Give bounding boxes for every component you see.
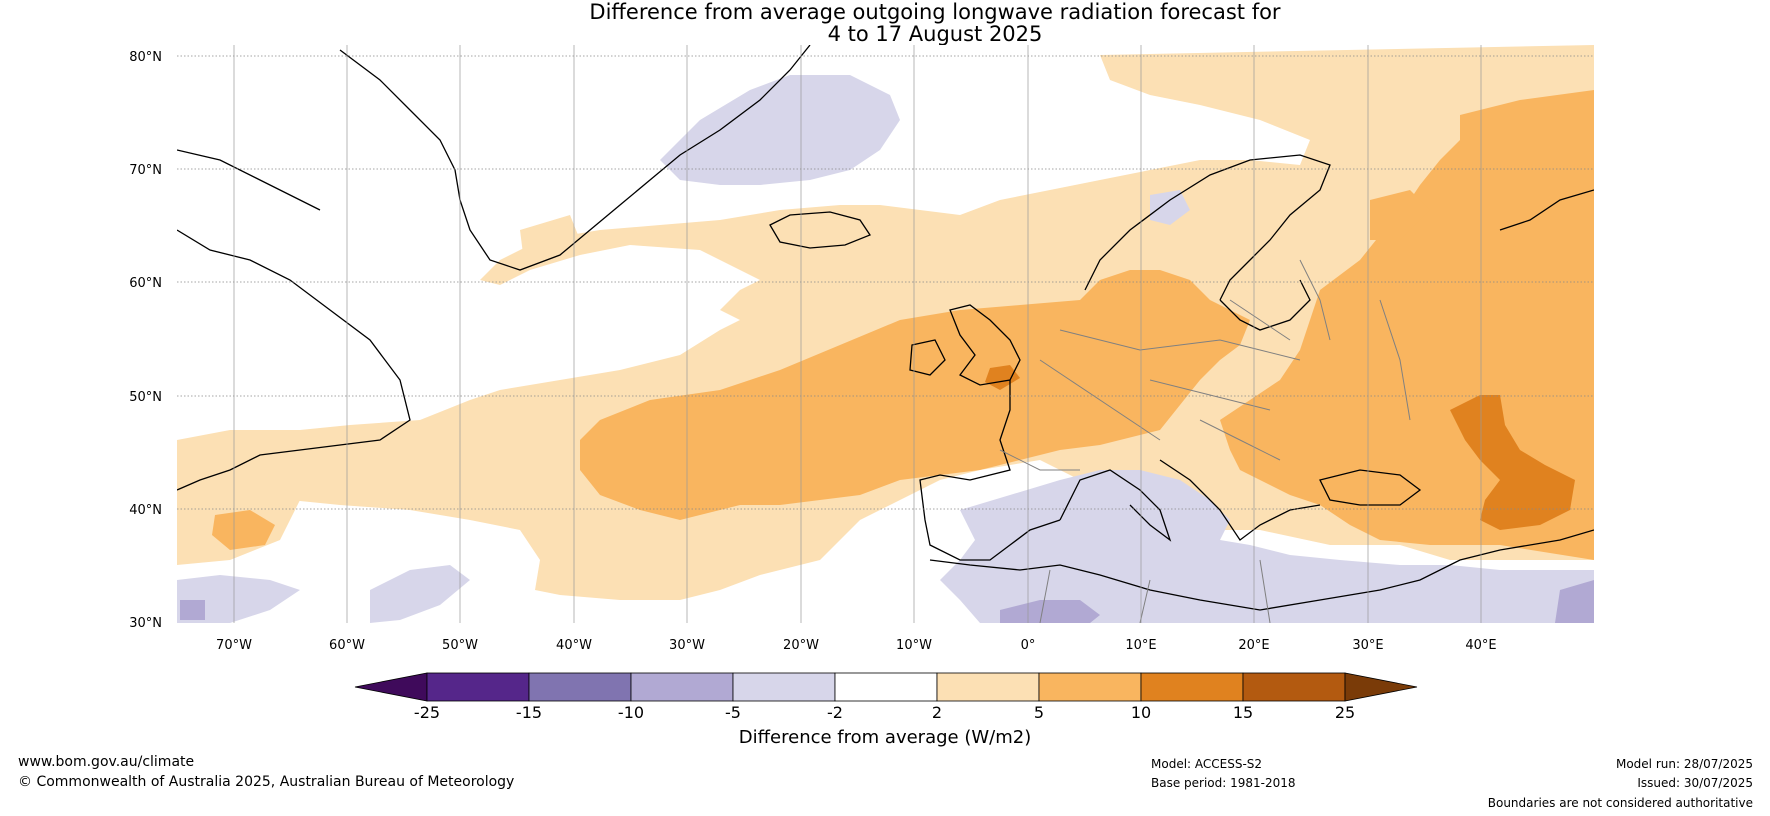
colorbar-tick: 5 (1034, 703, 1044, 722)
model-name: Model: ACCESS-S2 (1151, 757, 1263, 771)
colorbar-box (1242, 672, 1346, 702)
colorbar-box (528, 672, 632, 702)
anomaly-region-neg-5-10-med (1000, 600, 1100, 623)
model-run-date: Model run: 28/07/2025 (1615, 757, 1753, 771)
colorbar-box (426, 672, 530, 702)
colorbar-tick: -2 (827, 703, 843, 722)
colorbar-box (1140, 672, 1244, 702)
colorbar-tick: -15 (516, 703, 542, 722)
anomaly-region-2-5-greenland (520, 215, 580, 270)
lat-label: 30°N (129, 616, 162, 631)
graticule (177, 55, 1594, 510)
issued-date: Issued: 30/07/2025 (1637, 776, 1753, 790)
title-line-2: 4 to 17 August 2025 (827, 22, 1043, 46)
lon-label: 30°W (669, 638, 705, 653)
colorbar-box (732, 672, 836, 702)
lon-label: 20°E (1238, 638, 1269, 653)
title-line-1: Difference from average outgoing longwav… (589, 0, 1281, 24)
lon-label: 10°W (896, 638, 932, 653)
lat-label: 40°N (129, 503, 162, 518)
colorbar-tick: 2 (932, 703, 942, 722)
lon-label: 40°E (1465, 638, 1496, 653)
lon-label: 40°W (556, 638, 592, 653)
colorbar-label: Difference from average (W/m2) (738, 727, 1032, 748)
anomaly-region-neg-5-10-west (180, 600, 205, 620)
anomaly-region-neg-2-5-greenland-sea (660, 75, 900, 185)
lon-label: 50°W (442, 638, 478, 653)
latitude-labels: 80°N 70°N 60°N 50°N 40°N 30°N (129, 50, 162, 631)
colorbar-extend-low (354, 672, 428, 702)
colorbar-box (1038, 672, 1142, 702)
base-period: Base period: 1981-2018 (1151, 776, 1296, 790)
lon-label: 10°E (1125, 638, 1156, 653)
anomaly-region-neg-2-5-med (940, 470, 1594, 623)
colorbar-tick: 25 (1335, 703, 1355, 722)
colorbar-box (834, 672, 938, 702)
lon-label: 70°W (216, 638, 252, 653)
anomaly-region-10-15-uk (985, 365, 1020, 390)
lon-label: 30°E (1352, 638, 1383, 653)
coastlines (177, 45, 1594, 611)
meridians (233, 45, 1482, 623)
lat-label: 80°N (129, 50, 162, 65)
anomaly-region-neg-5-10-east (1555, 580, 1594, 623)
colorbar (354, 672, 1418, 702)
colorbar-tick: -5 (725, 703, 741, 722)
anomaly-region-neg-2-5-nordic (1150, 190, 1190, 225)
copyright-text: © Commonwealth of Australia 2025, Austra… (18, 774, 515, 790)
anomaly-region-neg-2-5-southwest (177, 575, 300, 623)
anomaly-region-5-10-gulf (212, 510, 275, 550)
anomaly-region-5-10-atlantic (580, 270, 1250, 520)
colorbar-tick-labels: -25 -15 -10 -5 -2 2 5 10 15 25 (414, 703, 1355, 722)
anomaly-region-neg-2-5-central (370, 565, 470, 623)
lon-label: 0° (1021, 638, 1036, 653)
colorbar-tick: -25 (414, 703, 440, 722)
colorbar-tick: -10 (618, 703, 644, 722)
colorbar-tick: 10 (1131, 703, 1151, 722)
lat-label: 60°N (129, 276, 162, 291)
lat-label: 70°N (129, 163, 162, 178)
lat-label: 50°N (129, 390, 162, 405)
colorbar-tick: 15 (1233, 703, 1253, 722)
colorbar-box (936, 672, 1040, 702)
colorbar-extend-high (1344, 672, 1418, 702)
anomaly-region-5-10-north (1370, 190, 1430, 240)
disclaimer-text: Boundaries are not considered authoritat… (1487, 796, 1753, 810)
lon-label: 20°W (783, 638, 819, 653)
longitude-labels: 70°W 60°W 50°W 40°W 30°W 20°W 10°W 0° 10… (216, 638, 1497, 653)
website-link[interactable]: www.bom.gov.au/climate (18, 754, 195, 770)
country-borders (999, 259, 1411, 623)
lon-label: 60°W (329, 638, 365, 653)
colorbar-box (630, 672, 734, 702)
